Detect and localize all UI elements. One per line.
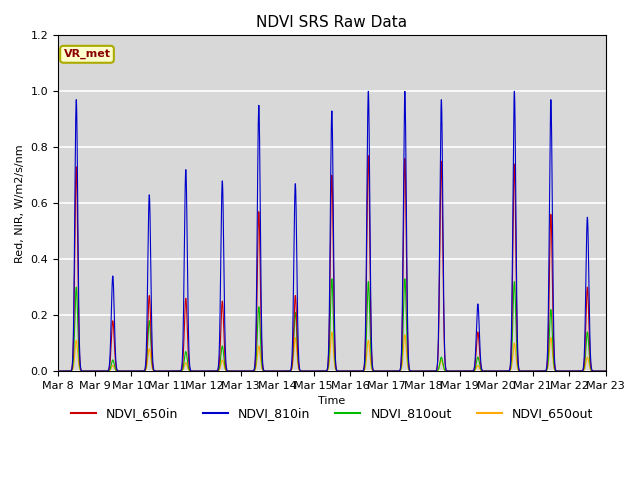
Text: VR_met: VR_met [63,49,111,60]
Title: NDVI SRS Raw Data: NDVI SRS Raw Data [256,15,408,30]
Legend: NDVI_650in, NDVI_810in, NDVI_810out, NDVI_650out: NDVI_650in, NDVI_810in, NDVI_810out, NDV… [65,402,598,425]
X-axis label: Time: Time [318,396,346,407]
Y-axis label: Red, NIR, W/m2/s/nm: Red, NIR, W/m2/s/nm [15,144,25,263]
